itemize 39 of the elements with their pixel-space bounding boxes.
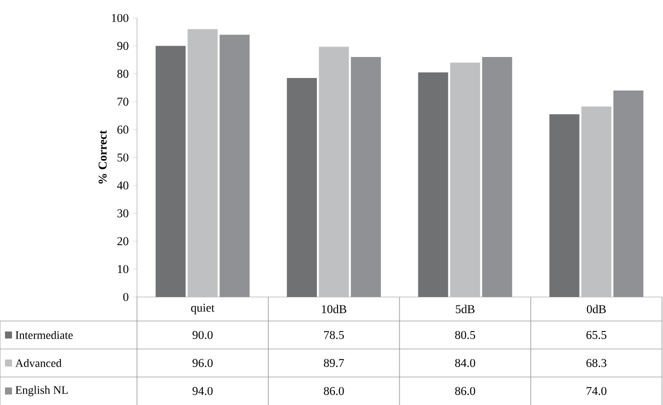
- y-tick-label: 50: [118, 153, 128, 162]
- data-label: 89.7: [324, 358, 344, 368]
- data-label: 86.0: [455, 386, 476, 396]
- y-tick-label: 100: [112, 14, 128, 22]
- legend-label: Advanced: [15, 358, 62, 368]
- y-tick-label: 70: [118, 98, 128, 106]
- data-label: 80.5: [455, 330, 476, 340]
- bar: [581, 106, 612, 297]
- data-label: 78.5: [324, 330, 344, 340]
- legend-label: Intermediate: [16, 330, 73, 340]
- x-tick-label: quiet: [191, 304, 215, 314]
- x-tick-label: 0dB: [586, 304, 606, 314]
- bar: [318, 46, 349, 297]
- bar: [418, 72, 448, 297]
- bar: [549, 114, 580, 297]
- y-tick-label: 30: [117, 209, 128, 218]
- y-tick-label: 80: [117, 70, 128, 78]
- data-label: 84.0: [455, 358, 476, 368]
- y-tick-label: 40: [117, 181, 128, 190]
- data-label: 96.0: [192, 358, 213, 368]
- y-tick-label: 20: [117, 237, 128, 246]
- y-tick-label: 10: [118, 265, 128, 274]
- data-label: 94.0: [192, 386, 213, 396]
- bar: [286, 78, 317, 297]
- legend-label: English NL: [16, 386, 68, 396]
- bar: [188, 29, 218, 297]
- data-label: 74.0: [586, 386, 606, 396]
- y-axis-title: % Correct: [98, 130, 107, 184]
- data-label: 90.0: [192, 330, 213, 340]
- x-tick-label: 5dB: [456, 304, 475, 314]
- y-tick-label: 60: [117, 126, 128, 134]
- y-tick-label: 90: [117, 42, 128, 50]
- bar: [156, 46, 186, 297]
- data-label: 68.3: [586, 358, 606, 368]
- bar: [450, 62, 480, 297]
- data-label: 65.5: [586, 330, 606, 340]
- y-tick-label: 0: [123, 292, 128, 302]
- data-label: 86.0: [324, 386, 344, 396]
- x-tick-label: 10dB: [322, 304, 346, 314]
